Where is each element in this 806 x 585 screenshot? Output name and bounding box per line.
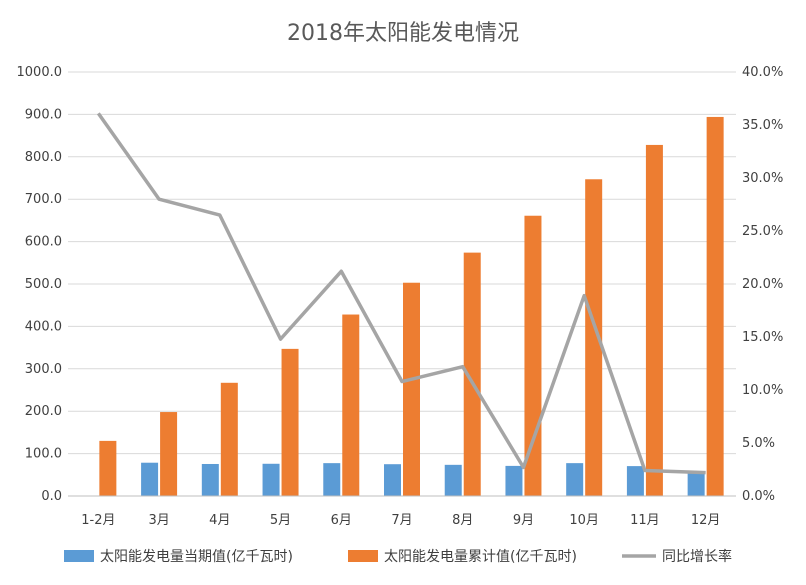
- bars: [99, 116, 724, 497]
- bar-current-value: [505, 465, 523, 496]
- bar-current-value: [566, 463, 584, 496]
- y-right-tick-label: 15.0%: [742, 330, 783, 345]
- bar-cumulative-value: [403, 282, 420, 496]
- y-left-tick-label: 800.0: [25, 150, 62, 165]
- y-right-tick-label: 35.0%: [742, 118, 783, 133]
- growth-rate-line: [96, 112, 706, 475]
- bar-cumulative-value: [463, 252, 481, 496]
- y-right-tick-label: 0.0%: [742, 489, 775, 504]
- legend-swatch: [348, 550, 378, 562]
- y-right-tick-label: 25.0%: [742, 224, 783, 239]
- axes: 0.0 100.0 200.0 300.0 400.0 500.0 600.0 700.0 80…: [17, 65, 784, 528]
- y-right-tick-label: 30.0%: [742, 171, 783, 186]
- bar-cumulative-value: [706, 116, 724, 496]
- bar-current-value: [201, 463, 219, 496]
- legend: 太阳能发电量当期值(亿千瓦时) 太阳能发电量累计值(亿千瓦时) 同比增长率: [64, 548, 732, 565]
- x-tick-label: 6月: [331, 513, 352, 528]
- bar-current-value: [444, 464, 462, 496]
- y-left-tick-label: 0.0: [41, 489, 62, 504]
- x-tick-label: 5月: [270, 513, 291, 528]
- bar-current-value: [626, 466, 644, 496]
- y-right-tick-label: 5.0%: [742, 436, 775, 451]
- bar-cumulative-value: [99, 440, 117, 496]
- legend-label: 同比增长率: [662, 548, 732, 565]
- y-right-tick-label: 40.0%: [742, 65, 783, 80]
- y-left-tick-label: 400.0: [25, 319, 62, 334]
- x-tick-label: 12月: [691, 513, 721, 528]
- x-tick-label: 4月: [209, 513, 230, 528]
- bar-cumulative-value: [585, 179, 603, 496]
- x-tick-label: 1-2月: [81, 513, 115, 528]
- y-left-tick-label: 300.0: [25, 362, 62, 377]
- chart-title: 2018年太阳能发电情况: [287, 21, 519, 46]
- bar-current-value: [687, 471, 705, 496]
- legend-label: 太阳能发电量当期值(亿千瓦时): [100, 549, 293, 565]
- x-tick-label: 3月: [148, 513, 169, 528]
- legend-swatch: [64, 550, 94, 562]
- y-left-tick-label: 1000.0: [17, 65, 63, 80]
- y-right-tick-label: 20.0%: [742, 277, 783, 292]
- growth-line-layer: [96, 112, 706, 475]
- y-left-tick-label: 500.0: [25, 277, 62, 292]
- x-tick-label: 10月: [569, 513, 599, 528]
- bar-current-value: [262, 463, 280, 496]
- bar-cumulative-value: [645, 144, 663, 497]
- bar-current-value: [323, 463, 341, 496]
- x-tick-label: 7月: [391, 513, 412, 528]
- bar-cumulative-value: [160, 412, 178, 496]
- y-left-tick-label: 900.0: [25, 107, 62, 122]
- gridlines: [68, 71, 736, 455]
- x-tick-label: 11月: [630, 513, 660, 528]
- x-tick-label: 9月: [513, 513, 534, 528]
- y-left-tick-label: 700.0: [25, 192, 62, 207]
- legend-label: 太阳能发电量累计值(亿千瓦时): [384, 549, 577, 565]
- bar-cumulative-value: [342, 314, 360, 496]
- bar-current-value: [384, 464, 401, 496]
- y-right-tick-label: 10.0%: [742, 383, 783, 398]
- x-tick-label: 8月: [452, 513, 473, 528]
- bar-cumulative-value: [220, 382, 238, 496]
- bar-cumulative-value: [281, 348, 299, 496]
- y-left-tick-label: 200.0: [25, 404, 62, 419]
- bar-current-value: [141, 462, 159, 496]
- y-left-tick-label: 100.0: [25, 447, 62, 462]
- y-left-tick-label: 600.0: [25, 235, 62, 250]
